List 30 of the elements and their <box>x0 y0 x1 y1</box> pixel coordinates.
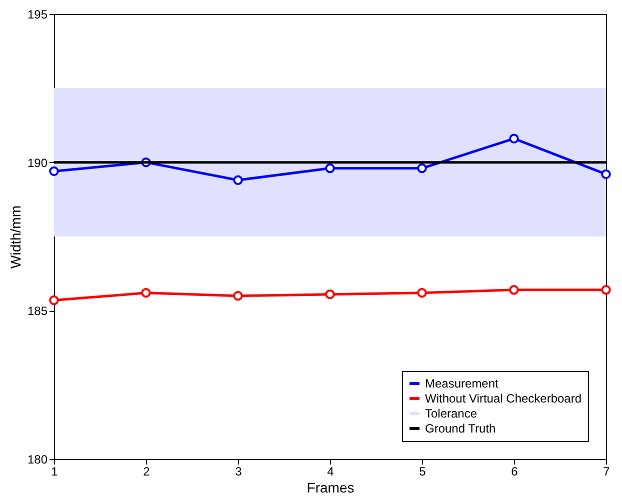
point <box>417 288 427 298</box>
x-tick-label: 2 <box>143 464 150 478</box>
legend-label: Tolerance <box>425 406 478 420</box>
x-tick-label: 4 <box>327 464 334 478</box>
x-tick-label: 3 <box>235 464 242 478</box>
legend-label: Ground Truth <box>425 422 496 436</box>
legend-label: Measurement <box>425 376 500 390</box>
point <box>141 288 151 298</box>
x-tick-label: 1 <box>51 464 58 478</box>
point <box>417 163 427 174</box>
point <box>509 134 519 144</box>
point <box>325 289 335 300</box>
x-tick-label: 6 <box>511 464 518 478</box>
point <box>509 285 519 295</box>
y-tick-label: 185 <box>27 304 48 318</box>
y-tick-label: 195 <box>27 8 48 22</box>
point <box>49 295 59 306</box>
point <box>233 290 243 301</box>
point <box>601 285 611 295</box>
x-axis-title: Frames <box>306 480 354 496</box>
point <box>233 175 243 185</box>
point <box>49 166 59 176</box>
point <box>601 169 611 180</box>
x-tick-label: 7 <box>603 464 610 478</box>
x-tick-label: 5 <box>419 464 426 478</box>
legend-label: Without Virtual Checkerboard <box>425 392 582 406</box>
y-axis-title: Width/mm <box>7 206 24 268</box>
y-tick-label: 190 <box>27 156 48 170</box>
y-tick-label: 180 <box>27 452 48 466</box>
point <box>325 163 335 174</box>
